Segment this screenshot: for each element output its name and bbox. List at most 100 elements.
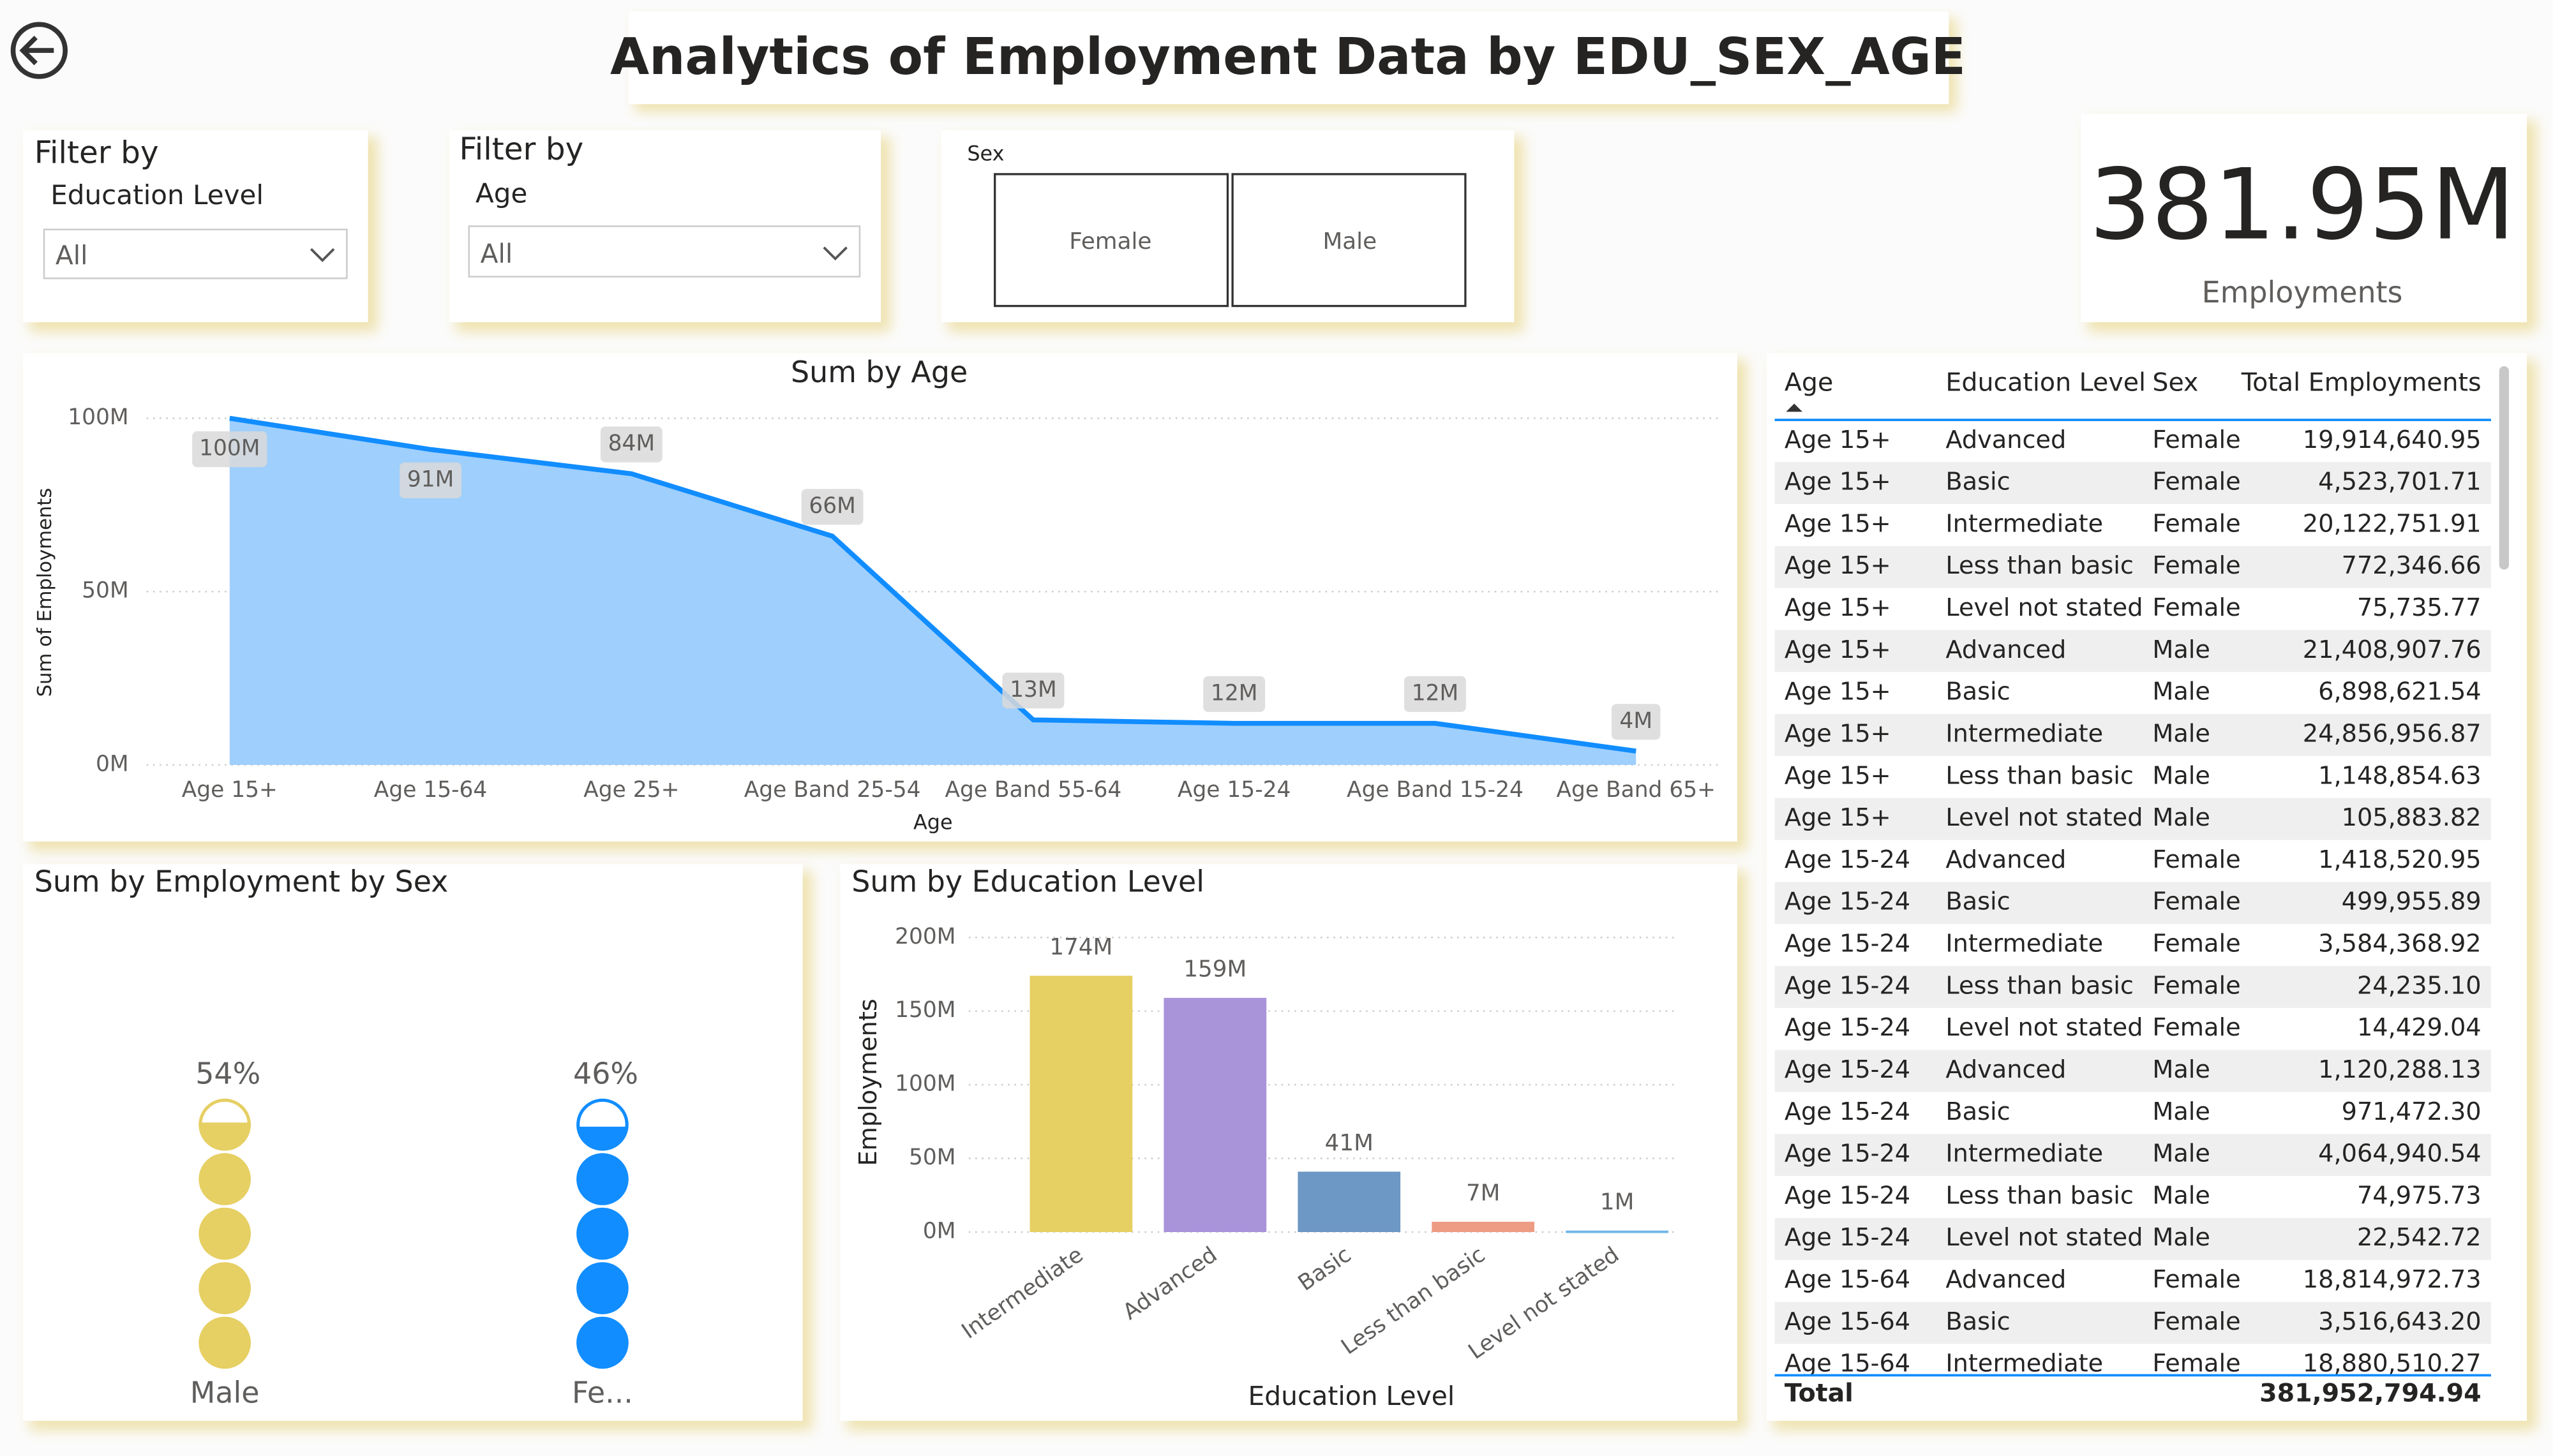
cell: Male — [2152, 635, 2210, 664]
cell: Female — [2152, 1013, 2240, 1042]
cell: Less than basic — [1945, 1181, 2134, 1210]
y-tick-label: 0M — [96, 751, 129, 776]
cell: Age 15-24 — [1785, 888, 1910, 916]
icon-partial — [576, 1126, 629, 1151]
dropdown[interactable]: All — [468, 225, 861, 278]
cell: Intermediate — [1945, 509, 2103, 538]
cell: 1,120,288.13 — [2318, 1055, 2481, 1084]
dropdown[interactable]: All — [43, 228, 348, 279]
cell: 499,955.89 — [2342, 888, 2482, 916]
kpi-value: 381.95M — [2089, 149, 2515, 262]
cell: 1,148,854.63 — [2318, 761, 2481, 790]
cell: Female — [2152, 1349, 2240, 1378]
cell: Level not stated — [1945, 1223, 2143, 1252]
cell: 21,408,907.76 — [2303, 635, 2482, 664]
row-band — [1774, 714, 2491, 756]
x-axis-title: Age — [913, 810, 953, 835]
cell: Male — [2152, 719, 2210, 748]
kpi-label: Employments — [2202, 275, 2403, 309]
cell: Age 15+ — [1785, 551, 1891, 580]
slicer-button[interactable]: Male — [1231, 173, 1467, 308]
filter-heading: Filter by — [34, 135, 159, 170]
data-label: 84M — [608, 431, 655, 456]
bar — [1029, 976, 1133, 1233]
cell: Basic — [1945, 1307, 2010, 1336]
cell: 105,883.82 — [2342, 803, 2482, 832]
y-tick-label: 0M — [923, 1219, 956, 1244]
cell: Male — [2152, 761, 2210, 790]
cell: Female — [2152, 971, 2240, 1000]
total-label: Total — [1785, 1379, 1853, 1408]
column-header: Sex — [2152, 368, 2198, 397]
cell: Male — [2152, 1097, 2210, 1126]
back-button[interactable] — [10, 22, 68, 79]
y-tick-label: 150M — [895, 997, 955, 1023]
cell: Age 15-24 — [1785, 1181, 1910, 1210]
row-band — [1774, 1050, 2491, 1092]
cell: Age 15-24 — [1785, 845, 1910, 874]
bar — [1432, 1221, 1535, 1233]
x-axis-title: Education Level — [1248, 1381, 1455, 1411]
cell: Age 15+ — [1785, 468, 1891, 496]
cell: Level not stated — [1945, 593, 2143, 622]
cell: Less than basic — [1945, 551, 2134, 580]
cell: Female — [2152, 930, 2240, 958]
dropdown-value: All — [481, 238, 513, 269]
pictogram-column — [576, 1098, 629, 1369]
cell: Age 15-24 — [1785, 971, 1910, 1000]
cell: Male — [2152, 1140, 2210, 1168]
cell: Intermediate — [1945, 719, 2103, 748]
data-label-box — [192, 431, 267, 468]
cell: Female — [2152, 1265, 2240, 1294]
cell: Advanced — [1945, 1055, 2066, 1084]
data-label: 159M — [1183, 956, 1247, 983]
slicer-option: Female — [1069, 228, 1151, 255]
cell: Female — [2152, 845, 2240, 874]
row-band — [1774, 1302, 2491, 1344]
y-tick-label: 200M — [895, 924, 955, 949]
icon — [576, 1207, 629, 1260]
x-tick-label: Age 15+ — [182, 777, 278, 803]
data-label: 54% — [195, 1057, 260, 1091]
x-tick-label: Age Band 15-24 — [1347, 777, 1524, 803]
cell: 18,880,510.27 — [2303, 1349, 2482, 1378]
category-label: Male — [190, 1376, 260, 1410]
x-tick-label: Age Band 55-64 — [945, 777, 1121, 803]
cell: Age 15-64 — [1785, 1307, 1910, 1336]
row-band — [1774, 882, 2491, 925]
icon — [576, 1153, 629, 1205]
slicer-label: Sex — [967, 141, 1004, 165]
scrollbar[interactable] — [2499, 366, 2510, 570]
cell: Age 15-24 — [1785, 1013, 1910, 1042]
cell: Female — [2152, 426, 2240, 454]
cell: 74,975.73 — [2357, 1181, 2482, 1210]
x-tick-label: Age Band 25-54 — [744, 777, 921, 803]
cell: Basic — [1945, 888, 2010, 916]
y-axis-title: Sum of Employments — [34, 488, 56, 697]
cell: Age 15-24 — [1785, 1097, 1910, 1126]
data-label: 66M — [809, 493, 856, 519]
total-value: 381,952,794.94 — [2259, 1379, 2481, 1408]
cell: Age 15-24 — [1785, 1055, 1910, 1084]
cell: Male — [2152, 803, 2210, 832]
cell: 24,856,956.87 — [2303, 719, 2482, 748]
cell: 772,346.66 — [2342, 551, 2482, 580]
data-label: 12M — [1412, 680, 1459, 706]
data-label-box — [1203, 676, 1266, 712]
cell: 20,122,751.91 — [2303, 509, 2482, 538]
column-header: Total Employments — [2241, 368, 2482, 397]
icon — [198, 1262, 251, 1314]
filter-field: Education Level — [50, 179, 264, 211]
cell: Age 15+ — [1785, 509, 1891, 538]
filter-heading: Filter by — [459, 131, 583, 167]
cell: Age 15-64 — [1785, 1265, 1910, 1294]
column-header: Education Level — [1945, 368, 2146, 397]
cell: Level not stated — [1945, 803, 2143, 832]
cell: Advanced — [1945, 1265, 2066, 1294]
row-band — [1774, 1217, 2491, 1260]
bar — [1164, 997, 1267, 1233]
cell: Female — [2152, 509, 2240, 538]
slicer-button[interactable]: Female — [994, 173, 1229, 308]
line — [229, 415, 1636, 754]
